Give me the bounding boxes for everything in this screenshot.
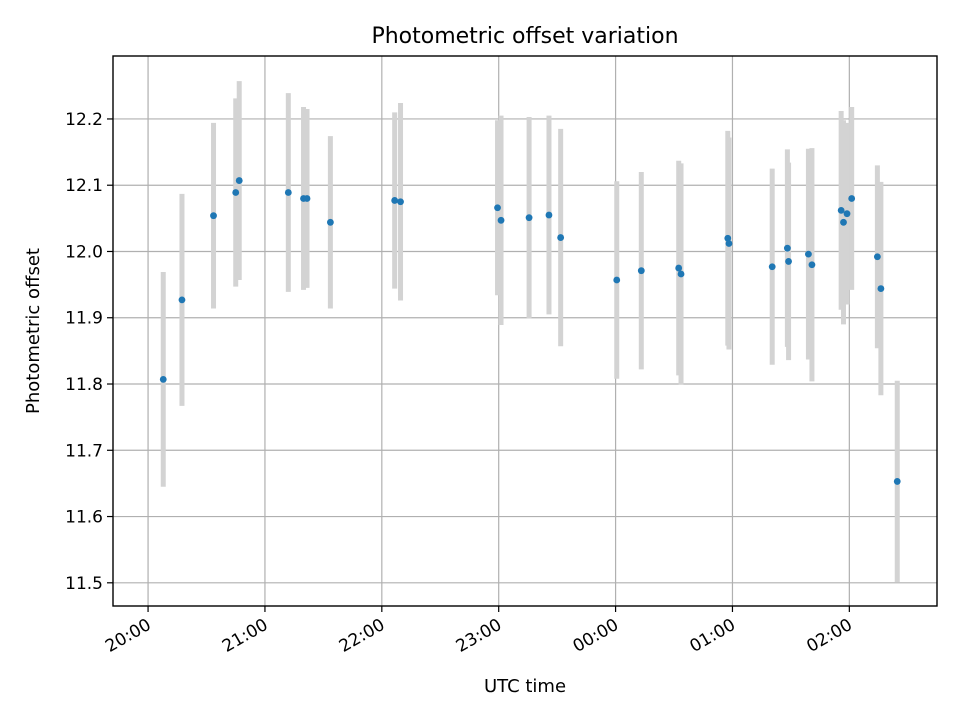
- data-point: [768, 263, 776, 271]
- data-point: [545, 211, 553, 219]
- data-point: [808, 261, 816, 269]
- data-point: [893, 478, 901, 485]
- data-point: [159, 375, 167, 383]
- y-tick-label: 11.7: [65, 441, 103, 461]
- data-point: [843, 210, 851, 218]
- data-point: [873, 253, 881, 261]
- data-point: [840, 218, 847, 226]
- data-point: [210, 212, 217, 220]
- data-point: [877, 285, 885, 292]
- data-point: [525, 214, 533, 222]
- data-point: [725, 240, 733, 247]
- y-axis: 11.5 11.6 11.7 11.8 11.9 12.0 12.1 12.2: [65, 110, 113, 594]
- data-point: [613, 276, 621, 284]
- y-tick-label: 11.6: [65, 508, 103, 528]
- data-point: [677, 270, 685, 278]
- data-point: [497, 216, 505, 224]
- data-point: [178, 296, 186, 304]
- data-point: [397, 198, 404, 206]
- data-point: [724, 234, 732, 242]
- data-point: [848, 195, 856, 202]
- y-axis-label: Photometric offset: [23, 248, 44, 414]
- y-tick-label: 11.5: [65, 574, 103, 594]
- data-point: [326, 218, 334, 226]
- data-point: [783, 244, 791, 252]
- y-tick-label: 12.0: [65, 242, 103, 262]
- plot-frame: [112, 55, 938, 607]
- data-point: [232, 189, 240, 196]
- data-point: [805, 250, 812, 258]
- data-point: [391, 197, 399, 204]
- data-point: [785, 258, 792, 265]
- chart-title: Photometric offset variation: [371, 24, 678, 49]
- y-tick-label: 12.2: [65, 110, 103, 130]
- data-point: [637, 267, 645, 275]
- data-point: [303, 195, 311, 202]
- data-point: [675, 264, 683, 272]
- y-tick-label: 12.1: [65, 176, 103, 196]
- data-point: [494, 204, 501, 212]
- y-tick-label: 11.9: [65, 309, 103, 329]
- point-layer: [159, 177, 901, 485]
- data-point: [557, 234, 565, 241]
- data-point: [235, 177, 243, 184]
- data-point: [284, 189, 292, 196]
- data-point: [837, 206, 845, 214]
- x-axis-label: UTC time: [484, 676, 566, 697]
- y-tick-label: 11.8: [65, 375, 103, 395]
